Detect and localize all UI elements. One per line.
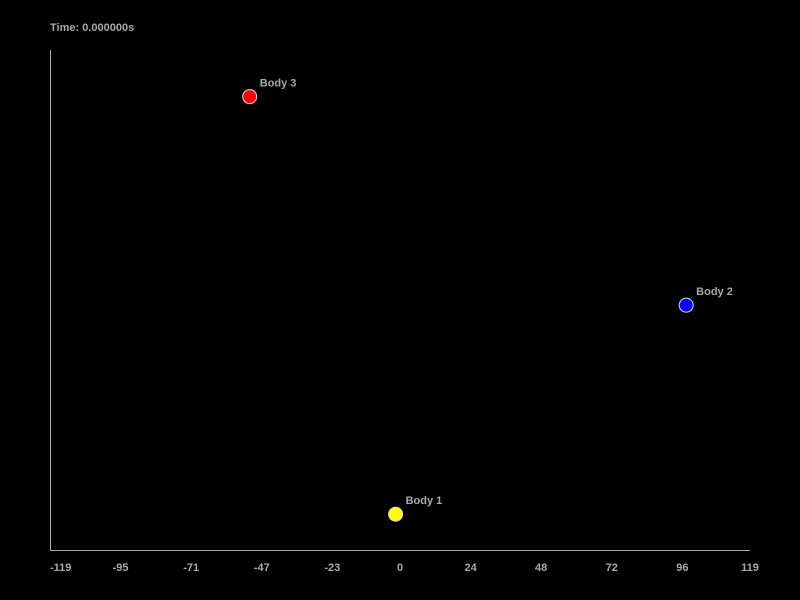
x-tick-label: 24 — [464, 562, 477, 574]
x-tick-labels: -119 -95 -71 -47 -23 0 24 48 72 96 119 — [50, 562, 759, 574]
time-readout: Time: 0.000000s — [50, 22, 134, 34]
body-1: Body 1 — [388, 495, 443, 522]
x-tick-label: 72 — [606, 562, 618, 574]
x-tick-label: -71 — [183, 562, 199, 574]
x-tick-label: 96 — [676, 562, 688, 574]
x-tick-label: 119 — [741, 562, 759, 574]
body-point — [388, 506, 404, 522]
body-label: Body 3 — [260, 78, 297, 90]
x-tick-label: -23 — [324, 562, 340, 574]
x-tick-label: -119 — [50, 562, 71, 574]
bodies-layer: Body 1 Body 2 Body 3 — [242, 78, 733, 522]
body-label: Body 2 — [696, 286, 733, 298]
x-tick-label: -47 — [254, 562, 270, 574]
x-tick-label: -95 — [113, 562, 129, 574]
x-tick-label: 0 — [397, 562, 403, 574]
body-2: Body 2 — [678, 286, 733, 313]
body-label: Body 1 — [406, 495, 443, 507]
x-tick-label: 48 — [535, 562, 547, 574]
body-point — [678, 297, 694, 313]
body-point — [242, 89, 258, 105]
body-3: Body 3 — [242, 78, 297, 105]
